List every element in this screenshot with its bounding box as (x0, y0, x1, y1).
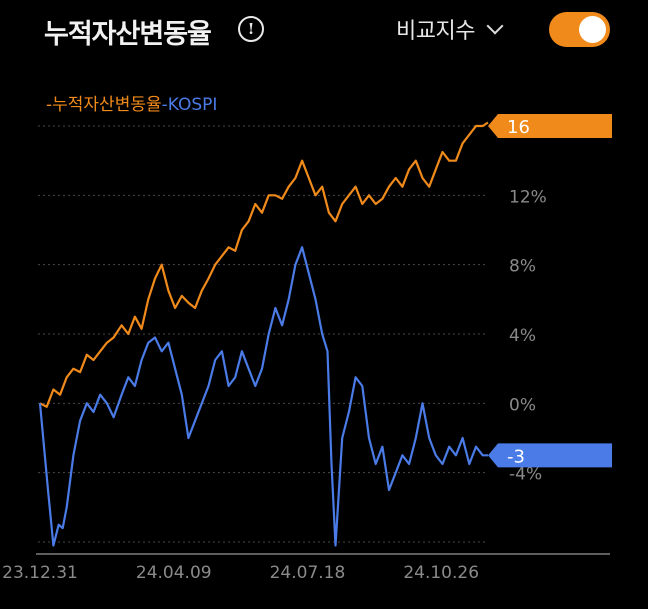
x-tick-label: 24.04.09 (136, 563, 212, 583)
header: 누적자산변동율 ! 비교지수 (0, 0, 648, 60)
x-tick-label: 24.07.18 (270, 563, 346, 583)
cumulative-return-chart: 12% 8% 4% 0% -4% 23.12.31 24.04.09 24.07.18 24.1… (2, 95, 612, 583)
y-tick-label: 4% (509, 326, 536, 346)
y-tick-label: 12% (509, 187, 547, 207)
x-tick-label: 23.12.31 (2, 563, 78, 583)
compare-index-toggle[interactable] (549, 12, 610, 47)
chart-legend: -누적자산변동율-KOSPI (46, 95, 217, 115)
kospi-end-tag (488, 443, 612, 468)
compare-index-dropdown[interactable]: 비교지수 (396, 14, 504, 44)
toggle-knob (579, 16, 606, 43)
end-value-label: 16 (507, 117, 530, 138)
compare-index-label: 비교지수 (396, 19, 475, 44)
legend-entry: -누적자산변동율 (46, 95, 162, 115)
y-tick-label: 8% (509, 257, 536, 277)
end-value-label: -3 (507, 446, 525, 467)
page-title: 누적자산변동율 (44, 19, 212, 50)
portfolio-end-tag (488, 114, 612, 138)
y-tick-label: 0% (509, 395, 536, 415)
y-tick-label: -4% (509, 465, 542, 485)
portfolio-return-line (39, 121, 489, 408)
legend-entry: -KOSPI (162, 95, 218, 115)
info-circle-icon[interactable]: ! (238, 16, 264, 42)
kospi-line (38, 246, 488, 547)
x-tick-label: 24.10.26 (403, 563, 479, 583)
chevron-down-icon (486, 17, 504, 35)
